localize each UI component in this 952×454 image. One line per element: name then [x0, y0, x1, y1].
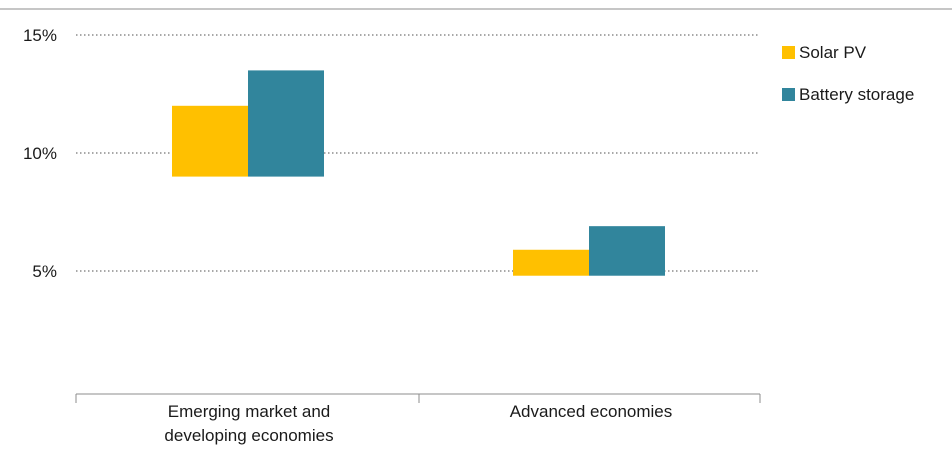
legend: Solar PV Battery storage [782, 43, 914, 104]
legend-label: Battery storage [799, 85, 914, 104]
y-tick-label: 5% [32, 262, 57, 281]
x-category-label: Emerging market and [168, 402, 331, 421]
bar-solar-pv-1 [513, 249, 589, 276]
x-category-label: developing economies [164, 426, 333, 445]
y-axis-tick-labels: 5% 10% 15% [23, 26, 57, 281]
legend-label: Solar PV [799, 43, 867, 62]
y-tick-label: 15% [23, 26, 57, 45]
legend-swatch [782, 46, 795, 59]
bar-solar-pv-0 [172, 105, 248, 177]
bars [172, 70, 665, 276]
y-tick-label: 10% [23, 144, 57, 163]
bar-battery-storage-0 [248, 70, 324, 177]
x-category-label: Advanced economies [510, 402, 673, 421]
bar-battery-storage-1 [589, 226, 665, 276]
x-axis: Emerging market and developing economies A… [75, 393, 761, 445]
legend-swatch [782, 88, 795, 101]
